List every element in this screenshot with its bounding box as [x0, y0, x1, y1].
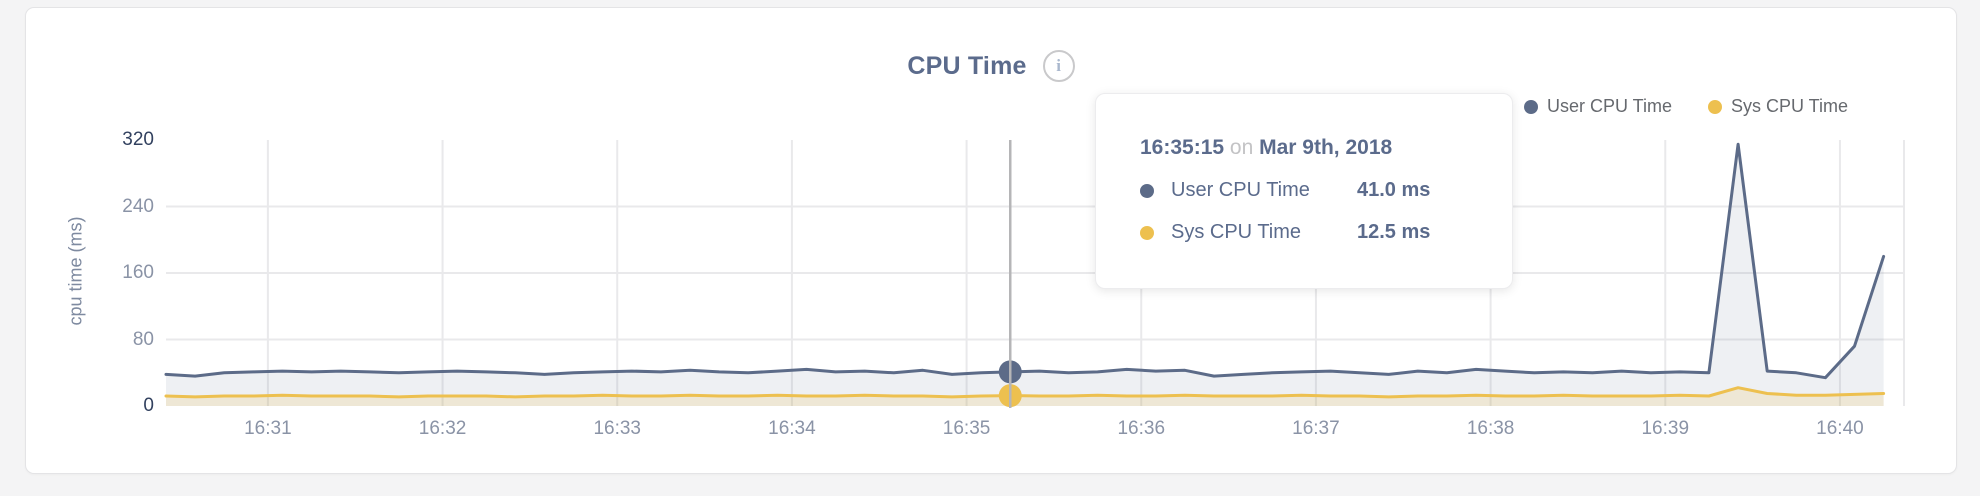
tooltip-series-label: User CPU Time	[1171, 179, 1310, 201]
sys-series-dot-icon	[1140, 225, 1154, 240]
cpu-time-chart-card: CPU Time i User CPU Time Sys CPU Time cp…	[25, 7, 1957, 474]
tooltip-row-user: User CPU Time 41.0 ms	[1140, 179, 1476, 202]
x-tick-label: 16:33	[593, 418, 641, 439]
tooltip-row-sys: Sys CPU Time 12.5 ms	[1140, 221, 1476, 244]
legend-item-user-cpu-time[interactable]: User CPU Time	[1523, 96, 1672, 117]
user-series-dot-icon	[1523, 99, 1538, 114]
chart-header: CPU Time i	[26, 50, 1956, 82]
legend-label: Sys CPU Time	[1730, 96, 1848, 116]
x-tick-label: 16:38	[1466, 418, 1515, 439]
y-tick-label: 320	[122, 129, 154, 150]
x-tick-label: 16:37	[1292, 418, 1340, 439]
tooltip-series-label: Sys CPU Time	[1171, 221, 1302, 243]
user-cpu-area	[166, 144, 1884, 406]
info-icon[interactable]: i	[1042, 50, 1075, 82]
x-tick-label: 16:35	[942, 418, 991, 439]
legend-label: User CPU Time	[1546, 96, 1672, 116]
y-tick-label: 160	[122, 262, 154, 283]
user-cpu-line	[164, 142, 1886, 380]
x-tick-label: 16:32	[418, 418, 467, 439]
tooltip-date: Mar 9th, 2018	[1259, 136, 1393, 159]
x-tick-label: 16:34	[768, 418, 816, 439]
legend-item-sys-cpu-time[interactable]: Sys CPU Time	[1707, 96, 1848, 117]
sys-series-dot-icon	[1707, 99, 1722, 114]
chart-legend: User CPU Time Sys CPU Time	[1523, 96, 1848, 117]
y-axis-title: cpu time (ms)	[65, 216, 86, 326]
user-series-dot-icon	[1140, 183, 1154, 198]
chart-tooltip: 16:35:15 on Mar 9th, 2018 User CPU Time …	[1095, 93, 1513, 289]
tooltip-series-value: 41.0 ms	[1357, 179, 1431, 201]
cpu-chart-svg[interactable]	[164, 140, 1905, 408]
y-tick-label: 0	[143, 395, 154, 416]
chart-title: CPU Time	[907, 51, 1027, 80]
tooltip-time: 16:35:15	[1140, 136, 1225, 159]
sys-cpu-line	[164, 386, 1886, 399]
tooltip-series-value: 12.5 ms	[1357, 221, 1431, 243]
y-tick-label: 80	[132, 328, 154, 350]
x-tick-label: 16:40	[1816, 418, 1864, 439]
y-tick-label: 240	[122, 195, 154, 217]
tooltip-header: 16:35:15 on Mar 9th, 2018	[1140, 136, 1476, 160]
x-tick-label: 16:39	[1641, 418, 1690, 439]
tooltip-on-word: on	[1229, 136, 1254, 159]
chart-plot-area[interactable]	[164, 140, 1905, 408]
x-tick-label: 16:36	[1117, 418, 1166, 439]
x-tick-label: 16:31	[244, 418, 292, 439]
